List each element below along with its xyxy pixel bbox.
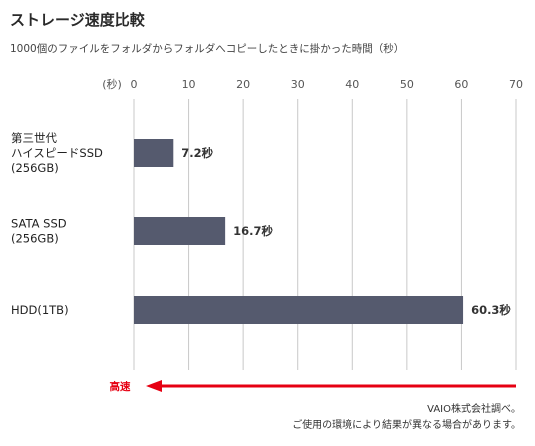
tick-label: 50 [400, 78, 414, 91]
tick-labels: 0 10 20 30 40 50 60 70 (秒) [102, 77, 523, 91]
chart-title: ストレージ速度比較 [10, 11, 145, 29]
fast-label: 高速 [110, 380, 131, 393]
value-label: 7.2秒 [181, 146, 213, 160]
arrow-head [146, 380, 162, 392]
tick-label: 10 [182, 78, 196, 91]
tick-label: 70 [509, 78, 523, 91]
category-label: (256GB) [11, 232, 59, 246]
value-label: 60.3秒 [471, 303, 511, 317]
value-label: 16.7秒 [233, 224, 273, 238]
bar [134, 217, 226, 245]
chart-subtitle: 1000個のファイルをフォルダからフォルダへコピーしたときに掛かった時間（秒） [10, 43, 405, 55]
tick-label: 0 [131, 78, 138, 91]
tick-label: 40 [345, 78, 359, 91]
category-label: SATA SSD [11, 217, 67, 231]
axis-unit-label: (秒) [102, 77, 122, 91]
category-label: 第三世代 [11, 131, 57, 145]
grid-lines [133, 99, 517, 370]
footnote-line-2: ご使用の環境により結果が異なる場合があります。 [292, 420, 521, 431]
footnote-line-1: VAIO株式会社調べ。 [427, 404, 521, 415]
category-label: HDD(1TB) [11, 303, 69, 317]
bars [134, 139, 464, 324]
footnote: VAIO株式会社調べ。 ご使用の環境により結果が異なる場合があります。 [292, 402, 521, 434]
value-labels: 7.2秒 16.7秒 60.3秒 [181, 146, 511, 317]
speed-arrow: 高速 [110, 380, 516, 393]
tick-label: 60 [454, 78, 468, 91]
category-label: ハイスピードSSD [11, 146, 103, 160]
tick-label: 20 [236, 78, 250, 91]
category-label: (256GB) [11, 161, 59, 175]
bar [134, 139, 174, 167]
bar [134, 296, 464, 324]
tick-label: 30 [291, 78, 305, 91]
